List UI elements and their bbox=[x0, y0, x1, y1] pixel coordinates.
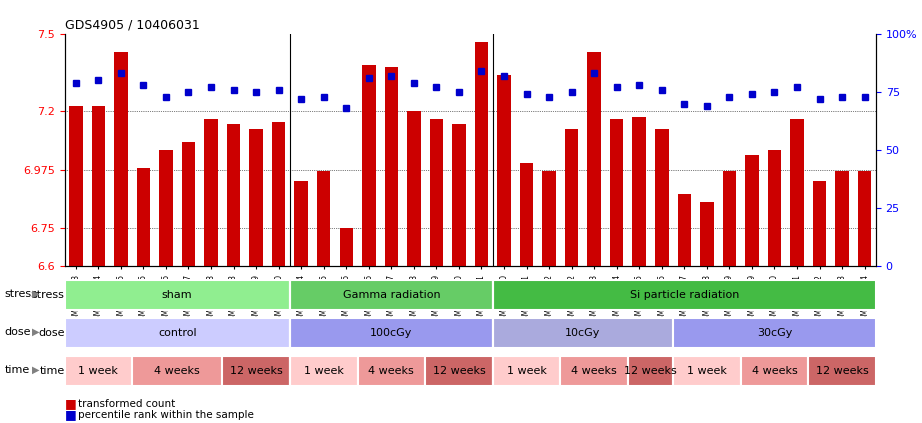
Bar bbox=[610, 119, 623, 266]
Text: 4 weeks: 4 weeks bbox=[572, 366, 617, 376]
Text: percentile rank within the sample: percentile rank within the sample bbox=[78, 409, 254, 420]
Bar bbox=[384, 67, 398, 266]
Bar bbox=[249, 129, 263, 266]
Bar bbox=[136, 168, 150, 266]
FancyBboxPatch shape bbox=[222, 356, 290, 387]
FancyBboxPatch shape bbox=[809, 356, 876, 387]
Text: control: control bbox=[158, 328, 196, 338]
Bar bbox=[678, 194, 692, 266]
Text: 4 weeks: 4 weeks bbox=[369, 366, 414, 376]
Text: ▶: ▶ bbox=[32, 327, 40, 337]
Text: 4 weeks: 4 weeks bbox=[154, 366, 200, 376]
Text: 100cGy: 100cGy bbox=[370, 328, 412, 338]
Text: 30cGy: 30cGy bbox=[757, 328, 792, 338]
FancyBboxPatch shape bbox=[425, 356, 492, 387]
FancyBboxPatch shape bbox=[740, 356, 809, 387]
Bar bbox=[272, 122, 286, 266]
Bar bbox=[205, 119, 218, 266]
Text: dose: dose bbox=[38, 328, 65, 338]
Bar bbox=[317, 171, 330, 266]
FancyBboxPatch shape bbox=[492, 280, 876, 310]
Text: 1 week: 1 week bbox=[303, 366, 344, 376]
Text: time: time bbox=[5, 365, 30, 375]
Bar bbox=[655, 129, 668, 266]
Bar bbox=[520, 163, 533, 266]
Text: stress: stress bbox=[5, 289, 38, 299]
FancyBboxPatch shape bbox=[358, 356, 425, 387]
Bar bbox=[69, 106, 83, 266]
Text: Si particle radiation: Si particle radiation bbox=[630, 290, 739, 300]
Text: 10cGy: 10cGy bbox=[565, 328, 600, 338]
FancyBboxPatch shape bbox=[65, 280, 290, 310]
Bar bbox=[160, 150, 172, 266]
Bar bbox=[790, 119, 804, 266]
Bar bbox=[408, 111, 420, 266]
FancyBboxPatch shape bbox=[492, 356, 561, 387]
Text: 12 weeks: 12 weeks bbox=[816, 366, 869, 376]
Bar bbox=[587, 52, 601, 266]
Bar bbox=[768, 150, 781, 266]
Text: dose: dose bbox=[5, 327, 31, 337]
FancyBboxPatch shape bbox=[65, 318, 290, 349]
Bar bbox=[114, 52, 127, 266]
Text: 12 weeks: 12 weeks bbox=[230, 366, 282, 376]
FancyBboxPatch shape bbox=[132, 356, 222, 387]
Text: 1 week: 1 week bbox=[78, 366, 118, 376]
Bar bbox=[294, 181, 308, 266]
Bar bbox=[182, 143, 195, 266]
Bar bbox=[745, 155, 759, 266]
Bar bbox=[835, 171, 849, 266]
Bar bbox=[497, 75, 511, 266]
FancyBboxPatch shape bbox=[561, 356, 628, 387]
Bar bbox=[91, 106, 105, 266]
Text: 12 weeks: 12 weeks bbox=[432, 366, 485, 376]
Text: transformed count: transformed count bbox=[78, 399, 175, 409]
Text: 1 week: 1 week bbox=[687, 366, 727, 376]
Bar bbox=[475, 41, 489, 266]
FancyBboxPatch shape bbox=[673, 318, 876, 349]
Text: sham: sham bbox=[162, 290, 193, 300]
Text: 4 weeks: 4 weeks bbox=[751, 366, 798, 376]
Text: 12 weeks: 12 weeks bbox=[624, 366, 677, 376]
Text: ▶: ▶ bbox=[32, 365, 40, 375]
Text: Gamma radiation: Gamma radiation bbox=[343, 290, 440, 300]
Bar bbox=[723, 171, 736, 266]
FancyBboxPatch shape bbox=[65, 356, 132, 387]
Text: ▶: ▶ bbox=[32, 289, 40, 299]
Bar bbox=[700, 202, 714, 266]
Bar bbox=[339, 228, 353, 266]
FancyBboxPatch shape bbox=[290, 280, 492, 310]
Bar bbox=[452, 124, 466, 266]
Bar bbox=[565, 129, 578, 266]
Bar bbox=[632, 117, 646, 266]
FancyBboxPatch shape bbox=[290, 318, 492, 349]
Bar bbox=[362, 65, 375, 266]
Bar bbox=[857, 171, 871, 266]
Text: GDS4905 / 10406031: GDS4905 / 10406031 bbox=[65, 18, 199, 31]
FancyBboxPatch shape bbox=[673, 356, 740, 387]
Bar bbox=[542, 171, 556, 266]
FancyBboxPatch shape bbox=[492, 318, 673, 349]
Text: time: time bbox=[40, 366, 65, 376]
FancyBboxPatch shape bbox=[628, 356, 673, 387]
Bar bbox=[430, 119, 443, 266]
Text: ■: ■ bbox=[65, 408, 77, 421]
Bar bbox=[813, 181, 826, 266]
Text: ■: ■ bbox=[65, 398, 77, 410]
Text: stress: stress bbox=[31, 290, 65, 300]
Bar bbox=[227, 124, 241, 266]
FancyBboxPatch shape bbox=[290, 356, 358, 387]
Text: 1 week: 1 week bbox=[506, 366, 547, 376]
